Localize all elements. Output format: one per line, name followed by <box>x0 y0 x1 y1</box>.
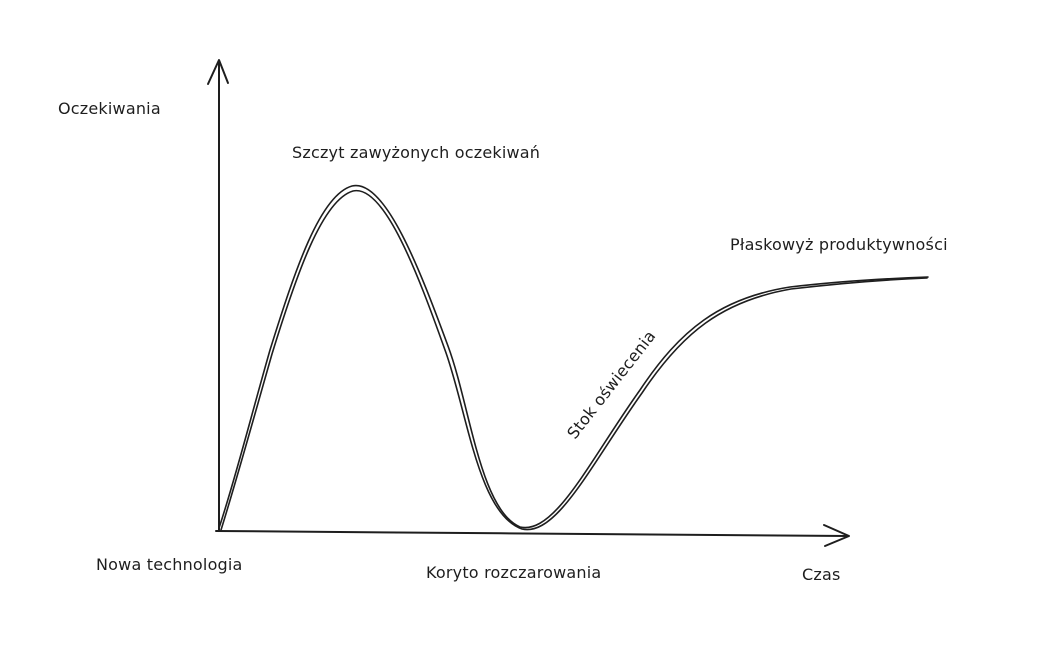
y-axis-label: Oczekiwania <box>58 99 161 118</box>
hype-curve-stroke-2 <box>220 190 928 531</box>
slope-label: Stok oświecenia <box>563 327 659 443</box>
plateau-label: Płaskowyż produktywności <box>730 235 948 254</box>
y-axis-arrowhead <box>207 59 229 85</box>
x-axis <box>215 524 850 547</box>
y-axis <box>207 59 229 531</box>
peak-label: Szczyt zawyżonych oczekiwań <box>292 143 540 162</box>
x-axis-label: Czas <box>802 565 841 584</box>
hype-cycle-curve <box>218 184 929 531</box>
y-axis-line <box>217 61 221 531</box>
trigger-label: Nowa technologia <box>96 555 243 574</box>
x-axis-line <box>215 530 849 537</box>
x-axis-arrowhead <box>823 524 850 547</box>
trough-label: Koryto rozczarowania <box>426 563 601 582</box>
hype-curve-stroke-1 <box>218 184 929 529</box>
